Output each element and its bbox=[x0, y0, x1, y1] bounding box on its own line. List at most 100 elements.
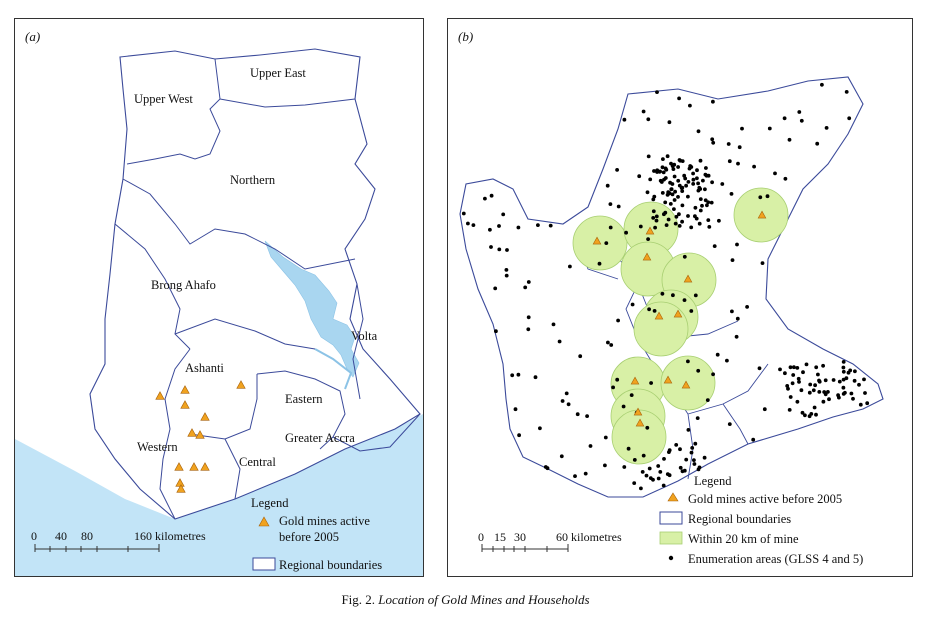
enumeration-area-point bbox=[783, 371, 787, 376]
enumeration-area-point bbox=[857, 382, 861, 387]
legend-boundaries-label-b: Regional boundaries bbox=[688, 512, 791, 526]
enumeration-area-point bbox=[858, 402, 863, 407]
enumeration-area-point bbox=[684, 183, 688, 188]
region-label-ashanti: Ashanti bbox=[185, 361, 224, 375]
enumeration-area-point bbox=[523, 285, 528, 290]
enumeration-area-point bbox=[844, 376, 849, 381]
enumeration-area-point bbox=[790, 381, 795, 386]
enumeration-area-point bbox=[711, 99, 715, 104]
enumeration-area-point bbox=[673, 221, 678, 226]
enumeration-area-point bbox=[672, 174, 677, 179]
enumeration-area-point bbox=[652, 169, 656, 173]
enumeration-area-point bbox=[653, 225, 657, 230]
caption-title: Location of Gold Mines and Households bbox=[378, 592, 590, 607]
legend-a: Legend Gold mines active before 2005 Reg… bbox=[251, 496, 382, 572]
enumeration-area-point bbox=[705, 398, 710, 402]
enumeration-area-point bbox=[663, 200, 668, 205]
enumeration-area-point bbox=[557, 339, 562, 344]
gold-mine-marker bbox=[630, 376, 640, 385]
enumeration-area-point bbox=[548, 223, 553, 228]
enumeration-area-point bbox=[702, 455, 707, 460]
enumeration-area-point bbox=[483, 196, 487, 201]
gold-mine-marker bbox=[176, 484, 186, 493]
enumeration-area-point bbox=[852, 378, 857, 383]
enumeration-area-point bbox=[837, 395, 841, 400]
gold-mine-marker bbox=[645, 226, 655, 235]
enumeration-area-point bbox=[622, 465, 627, 469]
gold-mine-marker bbox=[757, 210, 767, 219]
figure-caption: Fig. 2. Location of Gold Mines and House… bbox=[0, 592, 931, 608]
enumeration-area-point bbox=[727, 159, 732, 164]
panel-tag-a: (a) bbox=[25, 29, 40, 44]
gold-mine-markers bbox=[155, 380, 246, 493]
enumeration-area-point bbox=[510, 373, 515, 378]
enumeration-area-point bbox=[632, 481, 637, 485]
enumeration-area-point bbox=[686, 180, 691, 184]
enumeration-area-point bbox=[686, 359, 690, 364]
enumeration-area-point bbox=[660, 165, 665, 170]
enumeration-area-point bbox=[788, 365, 793, 370]
enumeration-area-point bbox=[493, 286, 498, 291]
enumeration-area-point bbox=[637, 174, 642, 179]
legend-mines-label-b: Gold mines active before 2005 bbox=[688, 492, 842, 506]
enumeration-area-point bbox=[711, 140, 716, 145]
enumeration-area-point bbox=[585, 414, 589, 418]
enumeration-area-point bbox=[841, 385, 846, 390]
enumeration-area-point bbox=[752, 164, 756, 169]
enumeration-area-point bbox=[686, 428, 691, 432]
enumeration-area-point bbox=[680, 185, 685, 190]
enumeration-area-point bbox=[814, 365, 819, 370]
enumeration-area-point bbox=[695, 168, 699, 173]
enumeration-area-point bbox=[667, 450, 671, 454]
enumeration-area-point bbox=[717, 218, 721, 223]
enumeration-area-point bbox=[701, 178, 705, 183]
gold-mine-marker bbox=[195, 430, 205, 439]
region-label-upper-east: Upper East bbox=[250, 66, 306, 80]
enumeration-area-point bbox=[824, 126, 829, 130]
enumeration-area-point bbox=[615, 377, 620, 382]
enumeration-area-point bbox=[677, 212, 681, 217]
enumeration-area-point bbox=[682, 254, 687, 259]
gold-mine-marker bbox=[236, 380, 246, 389]
enumeration-area-point bbox=[461, 211, 466, 216]
enumeration-area-point bbox=[630, 302, 635, 307]
gold-mine-marker bbox=[663, 375, 673, 384]
enumeration-area-point bbox=[686, 194, 690, 199]
enumeration-area-point bbox=[466, 221, 470, 226]
enumeration-area-point bbox=[662, 457, 666, 461]
enumeration-area-point bbox=[564, 391, 569, 396]
enumeration-area-point bbox=[736, 161, 740, 166]
enumeration-area-point bbox=[725, 358, 729, 363]
enumeration-area-point bbox=[660, 191, 665, 195]
scale-tick-60-b: 60 kilometres bbox=[556, 530, 622, 544]
enumeration-area-point bbox=[667, 120, 672, 125]
enumeration-area-point bbox=[551, 322, 556, 327]
enumeration-area-point bbox=[516, 372, 521, 377]
enumeration-area-point bbox=[677, 224, 682, 228]
enumeration-area-point bbox=[703, 187, 707, 192]
scale-tick-80: 80 bbox=[81, 529, 93, 543]
enumeration-area-point bbox=[680, 219, 684, 224]
enumeration-area-point bbox=[616, 204, 621, 209]
legend-b: Legend Gold mines active before 2005 Reg… bbox=[659, 474, 863, 566]
enumeration-area-point bbox=[494, 329, 498, 334]
legend-buffer-label: Within 20 km of mine bbox=[688, 532, 799, 546]
enumeration-area-point bbox=[678, 447, 682, 452]
enumeration-area-point bbox=[826, 390, 830, 394]
enumeration-area-point bbox=[677, 96, 681, 101]
enumeration-area-point bbox=[843, 390, 847, 395]
enumeration-area-point bbox=[693, 293, 698, 298]
enumeration-area-point bbox=[645, 190, 650, 195]
enumeration-area-point bbox=[688, 103, 692, 108]
enumeration-area-point bbox=[765, 194, 770, 199]
enumeration-area-point bbox=[800, 410, 805, 415]
enumeration-area-point bbox=[647, 466, 652, 471]
enumeration-area-point bbox=[626, 446, 631, 451]
enumeration-area-point bbox=[808, 382, 813, 387]
lake-volta bbox=[264, 240, 360, 378]
scale-tick-40: 40 bbox=[55, 529, 67, 543]
enumeration-area-point bbox=[693, 205, 698, 210]
enumeration-area-point bbox=[715, 352, 720, 357]
enumeration-area-point bbox=[682, 173, 687, 178]
enumeration-area-point bbox=[689, 309, 694, 313]
